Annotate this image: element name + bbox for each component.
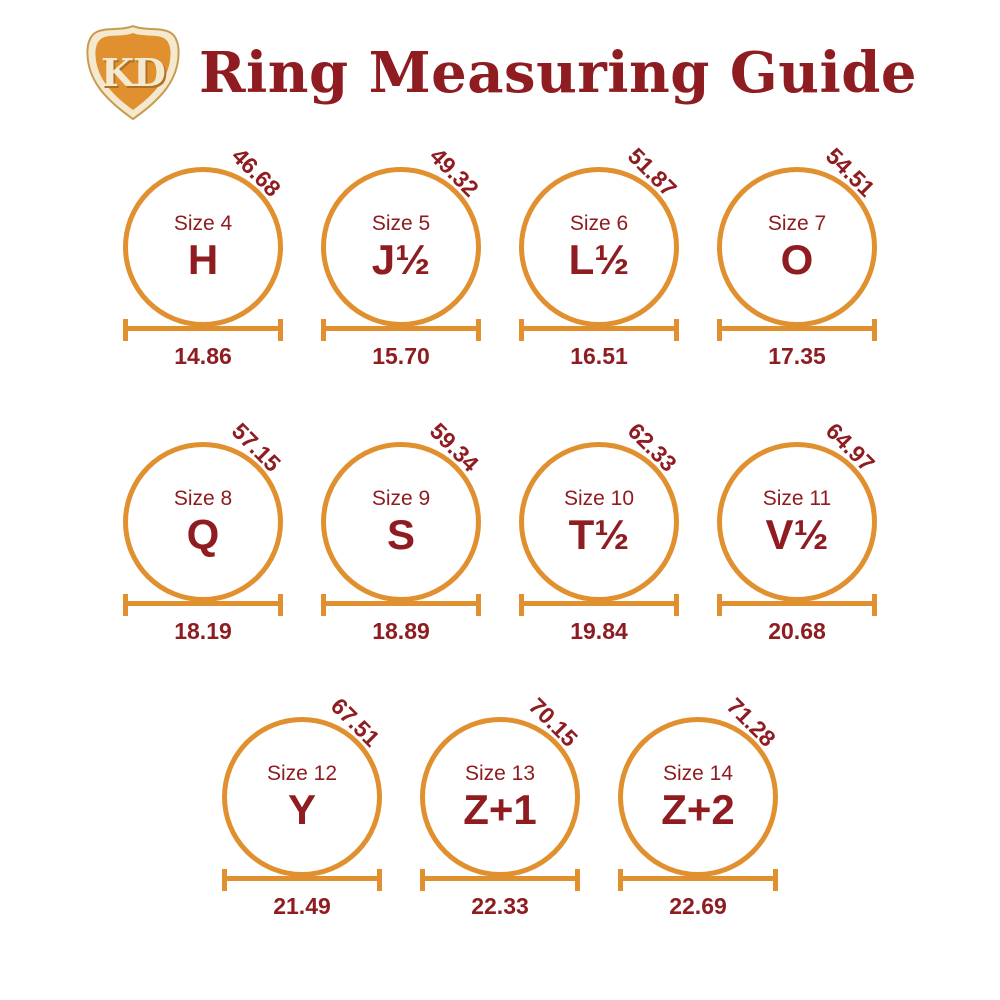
- diameter-bar-cap-right: [773, 869, 778, 891]
- ring-cell-size-10: 62.33 Size 10 T½ 19.84: [519, 418, 682, 645]
- ring-cell-size-12: 67.51 Size 12 Y 21.49: [222, 693, 385, 920]
- ring-circle: Size 13 Z+1: [420, 717, 580, 877]
- ring-letter-label: Z+1: [463, 785, 537, 833]
- logo-text-shadow: KD: [103, 52, 167, 97]
- ring-size-label: Size 7: [767, 212, 827, 236]
- ring-size-label: Size 10: [563, 487, 635, 511]
- diameter-bar-cap-right: [377, 869, 382, 891]
- diameter-bar-line: [519, 601, 679, 606]
- ring-cell-size-5: 49.32 Size 5 J½ 15.70: [321, 143, 484, 370]
- diameter-bar-cap-right: [278, 594, 283, 616]
- ring-size-label: Size 9: [371, 487, 431, 511]
- ring-cell-size-14: 71.28 Size 14 Z+2 22.69: [618, 693, 781, 920]
- ring-size-label: Size 14: [662, 762, 734, 786]
- diameter-value: 17.35: [768, 343, 826, 369]
- diameter-bar-line: [321, 601, 481, 606]
- page-title: Ring Measuring Guide: [198, 39, 918, 106]
- diameter-value: 22.33: [471, 893, 529, 919]
- diameter-bar-line: [222, 876, 382, 881]
- diameter-value: 19.84: [570, 618, 628, 644]
- diameter-value: 18.89: [372, 618, 430, 644]
- diameter-bar-cap-right: [872, 319, 877, 341]
- diameter-value: 16.51: [570, 343, 628, 369]
- shield-inner: [95, 33, 171, 110]
- ring-circle: Size 10 T½: [519, 442, 679, 602]
- header: KD KD Ring Measuring Guide: [0, 0, 1000, 121]
- ring-cell-size-9: 59.34 Size 9 S 18.89: [321, 418, 484, 645]
- ring-row-2: 57.15 Size 8 Q 18.19 59.34 Size 9 S: [0, 418, 1000, 645]
- diameter-bar: [123, 594, 283, 616]
- ring-size-label: Size 4: [173, 212, 233, 236]
- ring-cell-size-13: 70.15 Size 13 Z+1 22.33: [420, 693, 583, 920]
- diameter-bar: [519, 594, 679, 616]
- diameter-bar: [222, 869, 382, 891]
- ring-circle: Size 8 Q: [123, 442, 283, 602]
- diameter-value: 14.86: [174, 343, 232, 369]
- ring-letter-label: H: [187, 235, 219, 283]
- diameter-bar: [717, 319, 877, 341]
- ring-letter-label: Q: [186, 510, 220, 558]
- diameter-bar-line: [123, 601, 283, 606]
- diameter-bar-line: [717, 326, 877, 331]
- diameter-value: 18.19: [174, 618, 232, 644]
- ring-cell-size-4: 46.68 Size 4 H 14.86: [123, 143, 286, 370]
- logo-text: KD: [101, 50, 165, 95]
- ring-circle: Size 14 Z+2: [618, 717, 778, 877]
- diameter-bar: [321, 319, 481, 341]
- ring-circle: Size 12 Y: [222, 717, 382, 877]
- diameter-bar-line: [420, 876, 580, 881]
- ring-circle: Size 4 H: [123, 167, 283, 327]
- diameter-bar-line: [519, 326, 679, 331]
- ring-circle: Size 11 V½: [717, 442, 877, 602]
- ring-cell-size-7: 54.51 Size 7 O 17.35: [717, 143, 880, 370]
- ring-size-label: Size 6: [569, 212, 629, 236]
- ring-circle: Size 7 O: [717, 167, 877, 327]
- diameter-bar: [321, 594, 481, 616]
- diameter-value: 21.49: [273, 893, 331, 919]
- ring-letter-label: L½: [568, 235, 630, 283]
- diameter-bar-cap-right: [674, 594, 679, 616]
- diameter-bar-line: [717, 601, 877, 606]
- ring-row-1: 46.68 Size 4 H 14.86 49.32 Size 5 J½: [0, 143, 1000, 370]
- ring-cell-size-11: 64.97 Size 11 V½ 20.68: [717, 418, 880, 645]
- ring-letter-label: S: [386, 510, 415, 558]
- diameter-bar: [618, 869, 778, 891]
- diameter-bar-cap-right: [575, 869, 580, 891]
- diameter-bar-line: [123, 326, 283, 331]
- ring-circle: Size 5 J½: [321, 167, 481, 327]
- diameter-bar: [717, 594, 877, 616]
- diameter-value: 20.68: [768, 618, 826, 644]
- ring-cell-size-8: 57.15 Size 8 Q 18.19: [123, 418, 286, 645]
- ring-letter-label: Y: [287, 785, 316, 833]
- ring-cell-size-6: 51.87 Size 6 L½ 16.51: [519, 143, 682, 370]
- diameter-bar-line: [321, 326, 481, 331]
- diameter-value: 15.70: [372, 343, 430, 369]
- ring-letter-label: T½: [568, 510, 630, 558]
- diameter-bar-cap-right: [872, 594, 877, 616]
- ring-letter-label: O: [780, 235, 814, 283]
- diameter-value: 22.69: [669, 893, 727, 919]
- ring-size-label: Size 11: [762, 487, 832, 511]
- diameter-bar-cap-right: [278, 319, 283, 341]
- diameter-bar-cap-right: [476, 594, 481, 616]
- diameter-bar-cap-right: [476, 319, 481, 341]
- diameter-bar: [420, 869, 580, 891]
- ring-circle: Size 6 L½: [519, 167, 679, 327]
- ring-letter-label: V½: [765, 510, 829, 558]
- ring-size-label: Size 8: [173, 487, 233, 511]
- ring-size-label: Size 5: [371, 212, 431, 236]
- ring-row-3: 67.51 Size 12 Y 21.49 70.15 Size 13 Z+1: [0, 693, 1000, 920]
- ring-letter-label: Z+2: [661, 785, 735, 833]
- kd-shield-logo: KD KD: [86, 24, 180, 121]
- ring-size-label: Size 12: [266, 762, 338, 786]
- diameter-bar: [123, 319, 283, 341]
- diameter-bar-cap-right: [674, 319, 679, 341]
- diameter-bar-line: [618, 876, 778, 881]
- diameter-bar: [519, 319, 679, 341]
- ring-circle: Size 9 S: [321, 442, 481, 602]
- ring-letter-label: J½: [371, 235, 431, 283]
- ring-size-label: Size 13: [464, 762, 536, 786]
